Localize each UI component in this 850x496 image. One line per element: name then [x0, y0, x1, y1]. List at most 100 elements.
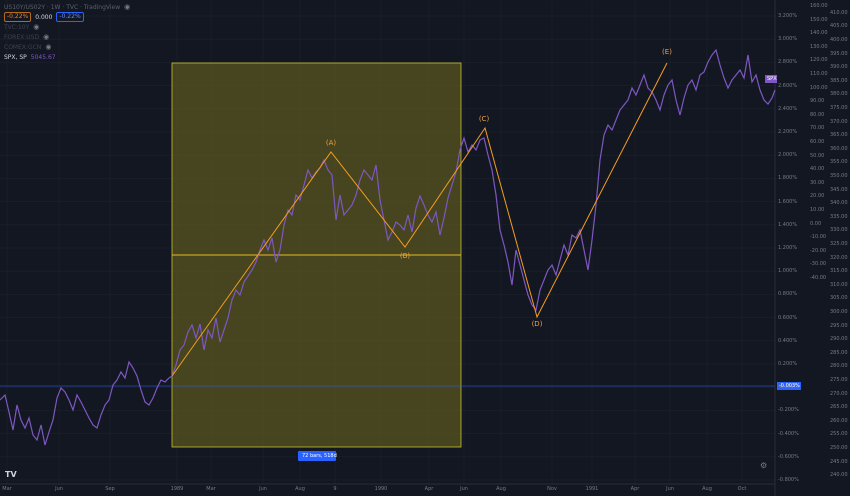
right-axis-label-secondary: 385.00: [830, 77, 848, 84]
right-axis-label-secondary: 365.00: [830, 132, 848, 139]
right-axis-label-secondary: 330.00: [830, 227, 848, 234]
gear-icon[interactable]: ⚙: [760, 461, 768, 470]
spx-price-line[interactable]: [0, 48, 776, 446]
time-axis-label: Jun: [55, 486, 63, 492]
time-axis-label: Apr: [630, 486, 640, 492]
value-2: 0.000: [35, 13, 53, 21]
right-axis-label-secondary: 255.00: [830, 431, 848, 438]
right-axis-label: 90.00: [810, 98, 825, 105]
value-box-3: -0.22%: [56, 12, 84, 22]
right-axis-label: 80.00: [810, 111, 825, 118]
right-axis-label: -20.00: [810, 247, 827, 254]
baseline-badge: [777, 382, 801, 390]
time-axis-label: 1991: [585, 486, 599, 492]
left-axis-label: 2.200%: [778, 129, 798, 135]
right-axis-label: -30.00: [810, 261, 827, 268]
indicator-row-1[interactable]: TVC:10Y ◉: [4, 22, 130, 32]
eye-icon[interactable]: ◉: [33, 22, 40, 31]
right-axis-label-secondary: 400.00: [830, 37, 848, 43]
wave-label-b: (B): [399, 252, 411, 260]
time-axis-label: 9: [333, 486, 337, 492]
left-axis-label: 2.800%: [778, 59, 798, 66]
right-axis-label: 30.00: [810, 179, 825, 186]
wave-label-d: (D): [531, 320, 543, 328]
right-axis-label-secondary: 320.00: [830, 254, 848, 261]
right-axis-label-secondary: 355.00: [830, 159, 848, 166]
right-axis-label: 40.00: [810, 166, 825, 173]
right-axis-label-secondary: 260.00: [830, 417, 848, 424]
indicator-label-3: COMEX:GCN: [4, 43, 42, 51]
right-axis-label-secondary: 285.00: [830, 349, 848, 356]
right-axis-label-secondary: 390.00: [830, 64, 848, 71]
range-badge: [298, 451, 336, 461]
spx-name: SPX, SP: [4, 53, 27, 61]
right-axis-label-secondary: 360.00: [830, 145, 848, 152]
right-axis-label-secondary: 280.00: [830, 363, 848, 370]
right-axis-label: 130.00: [810, 43, 828, 50]
right-axis-label-secondary: 245.00: [830, 458, 848, 465]
left-axis-label: 3.200%: [778, 13, 798, 19]
right-axis-label-secondary: 265.00: [830, 404, 848, 411]
indicator-row-2[interactable]: FOREX:USD ◉: [4, 32, 130, 42]
spx-price-badge: [765, 75, 777, 83]
left-axis-label: 0.400%: [778, 337, 798, 344]
right-axis-label: 10.00: [810, 207, 825, 213]
eye-icon[interactable]: ◉: [45, 42, 52, 51]
eye-icon[interactable]: ◉: [43, 32, 50, 41]
time-axis-label: Mar: [206, 486, 216, 492]
right-axis-label-secondary: 270.00: [830, 390, 848, 397]
right-axis-label-secondary: 325.00: [830, 241, 848, 247]
right-axis-label: 100.00: [810, 84, 828, 91]
indicator-label-1: TVC:10Y: [4, 23, 30, 31]
spx-row[interactable]: SPX, SP 5045.67: [4, 52, 130, 62]
right-axis-label-secondary: 305.00: [830, 295, 848, 302]
spx-value: 5045.67: [30, 53, 56, 61]
symbol-title[interactable]: US10Y/US02Y · 1W · TVC · TradingView: [4, 3, 121, 11]
right-axis-label-secondary: 335.00: [830, 213, 848, 220]
left-axis-label: 0.800%: [778, 291, 798, 298]
right-axis-label-secondary: 295.00: [830, 322, 848, 329]
left-axis-label: -0.000%: [778, 384, 799, 391]
left-axis-label: 2.600%: [778, 82, 798, 89]
time-axis-label: Sep: [105, 486, 115, 492]
left-axis-label: -0.600%: [778, 453, 799, 460]
right-axis-label-secondary: 310.00: [830, 281, 848, 288]
left-axis-label: 1.000%: [778, 268, 798, 275]
left-axis-label: 0.200%: [778, 361, 798, 367]
eye-icon[interactable]: ◉: [124, 2, 131, 11]
right-axis-label: 120.00: [810, 57, 828, 64]
indicator-row-3[interactable]: COMEX:GCN ◉: [4, 42, 130, 52]
time-axis-label: Aug: [496, 486, 506, 492]
tradingview-logo[interactable]: TV: [5, 470, 17, 479]
right-axis-label-secondary: 275.00: [830, 377, 848, 383]
legend-values-row: -0.22% 0.000 -0.22%: [4, 12, 130, 22]
right-axis-label-secondary: 250.00: [830, 445, 848, 451]
right-axis-label-secondary: 380.00: [830, 91, 848, 98]
right-axis-label: 60.00: [810, 139, 825, 145]
right-axis-label-secondary: 395.00: [830, 50, 848, 57]
time-axis-label: Nov: [547, 486, 557, 492]
right-axis-label-secondary: 300.00: [830, 309, 848, 315]
right-axis-label: -40.00: [810, 275, 827, 281]
left-axis-label: 0.600%: [778, 314, 798, 321]
right-axis-label: 0.00: [810, 220, 822, 227]
right-axis-label-secondary: 340.00: [830, 200, 848, 207]
right-axis-label-secondary: 350.00: [830, 173, 848, 179]
time-axis-label: 1989: [170, 486, 184, 492]
value-box-1: -0.22%: [4, 12, 32, 22]
right-axis-label: 150.00: [810, 16, 828, 23]
right-axis-label: -10.00: [810, 234, 827, 241]
right-axis-label-secondary: 405.00: [830, 23, 848, 30]
elliott-wave-line[interactable]: [171, 62, 668, 377]
right-axis-label-secondary: 240.00: [830, 472, 848, 479]
indicator-label-2: FOREX:USD: [4, 33, 40, 41]
time-axis-label: Mar: [2, 486, 12, 492]
spx-badge-label: SPX: [767, 76, 777, 82]
right-axis-label-secondary: 290.00: [830, 336, 848, 343]
baseline-badge-label: -0.003%: [779, 383, 800, 389]
right-axis-label-secondary: 315.00: [830, 268, 848, 275]
left-axis-label: 1.200%: [778, 245, 798, 251]
time-axis-label: Aug: [295, 486, 305, 492]
time-axis-label: Aug: [702, 486, 712, 492]
